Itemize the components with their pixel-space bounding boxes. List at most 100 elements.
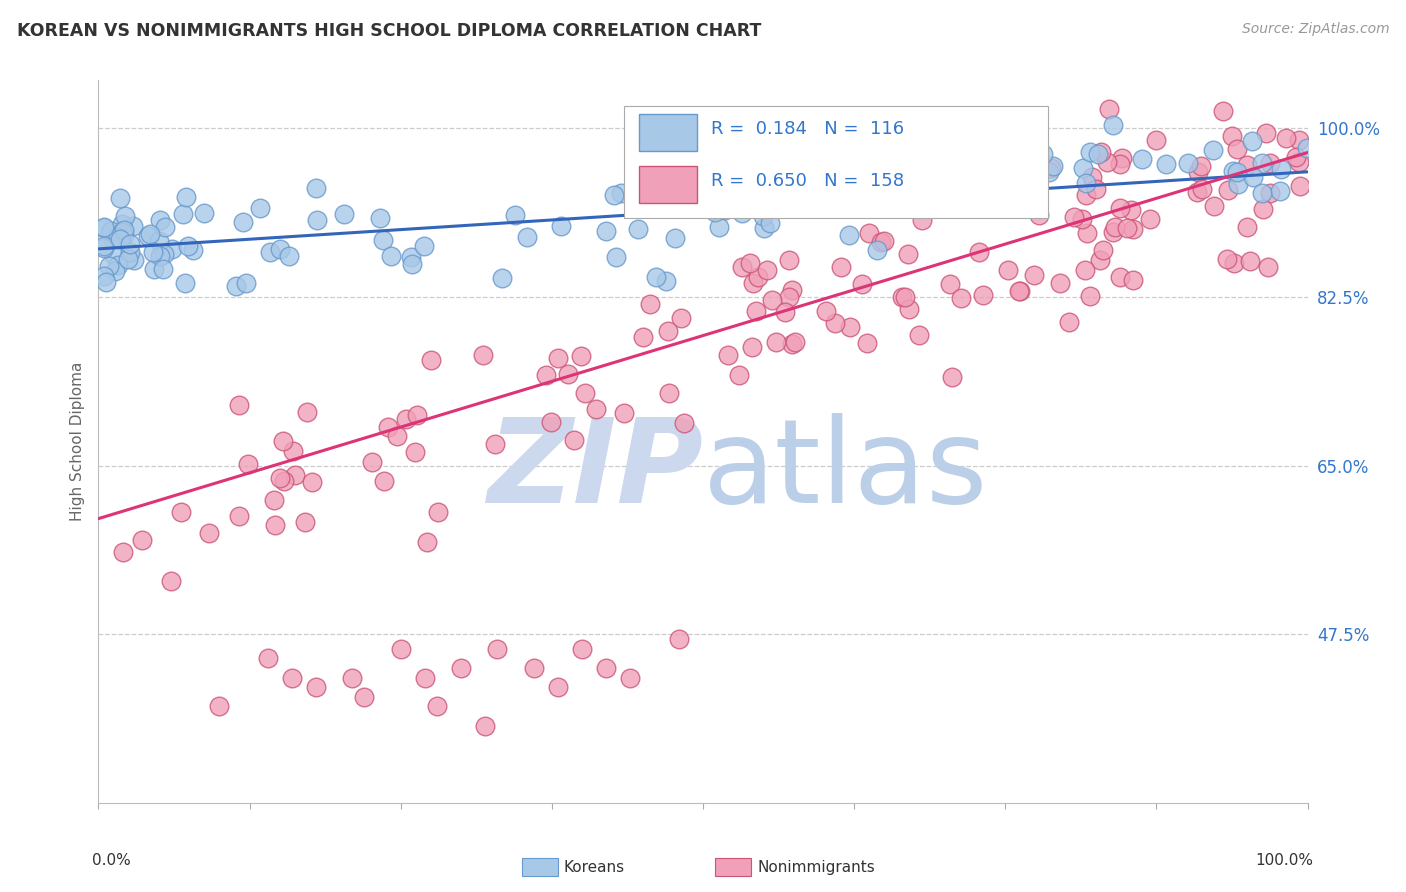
Point bbox=[281, 671, 304, 685]
Point bbox=[377, 419, 399, 434]
Point bbox=[1010, 285, 1032, 299]
Point bbox=[1212, 103, 1234, 118]
Point bbox=[1258, 186, 1281, 201]
Point bbox=[273, 474, 295, 488]
Point bbox=[911, 213, 934, 227]
Point bbox=[103, 248, 125, 262]
Point bbox=[169, 505, 191, 519]
Point bbox=[1090, 252, 1112, 267]
Point bbox=[1288, 178, 1310, 193]
Point bbox=[824, 316, 846, 330]
Point bbox=[474, 719, 496, 733]
Point bbox=[950, 291, 973, 305]
Point bbox=[176, 190, 198, 204]
Point bbox=[571, 641, 593, 656]
Point bbox=[605, 250, 627, 264]
Point bbox=[741, 340, 763, 354]
Point bbox=[1239, 254, 1261, 268]
Point bbox=[484, 437, 506, 451]
Point bbox=[731, 260, 754, 274]
Text: R =  0.184   N =  116: R = 0.184 N = 116 bbox=[711, 120, 904, 137]
Point bbox=[232, 215, 254, 229]
Point bbox=[108, 232, 131, 246]
Point bbox=[1250, 156, 1272, 170]
Point bbox=[751, 209, 773, 223]
Text: 0.0%: 0.0% bbox=[93, 854, 131, 869]
Point bbox=[139, 227, 162, 242]
Point bbox=[373, 233, 395, 247]
Point bbox=[1039, 161, 1062, 175]
Point bbox=[569, 349, 592, 363]
Point bbox=[401, 257, 423, 271]
Point bbox=[273, 434, 295, 449]
Point bbox=[97, 259, 120, 273]
Point bbox=[1057, 315, 1080, 329]
Point bbox=[1226, 165, 1249, 179]
Point bbox=[631, 193, 654, 207]
Point bbox=[297, 405, 319, 419]
Bar bbox=[638, 166, 697, 203]
Bar bbox=[638, 113, 697, 151]
Point bbox=[1288, 154, 1310, 169]
Point bbox=[609, 186, 631, 200]
Point bbox=[972, 288, 994, 302]
Point bbox=[1236, 220, 1258, 235]
Point bbox=[974, 190, 997, 204]
Point bbox=[1097, 155, 1119, 169]
Point bbox=[385, 429, 408, 443]
Point bbox=[1078, 289, 1101, 303]
Point bbox=[1101, 119, 1123, 133]
Point bbox=[120, 244, 142, 259]
Point bbox=[714, 203, 737, 218]
Point bbox=[1241, 134, 1264, 148]
Point bbox=[657, 385, 679, 400]
Point bbox=[613, 406, 636, 420]
Point bbox=[1042, 160, 1064, 174]
Point bbox=[876, 188, 898, 202]
Point bbox=[136, 229, 159, 244]
FancyBboxPatch shape bbox=[624, 105, 1047, 218]
Point bbox=[668, 632, 690, 646]
Point bbox=[333, 207, 356, 221]
Point bbox=[1007, 186, 1029, 201]
Point bbox=[1241, 169, 1264, 184]
Point bbox=[416, 535, 439, 549]
Point bbox=[1275, 130, 1298, 145]
Point bbox=[755, 263, 778, 277]
Point bbox=[631, 330, 654, 344]
Point bbox=[361, 455, 384, 469]
Point bbox=[1090, 145, 1112, 159]
Point bbox=[657, 324, 679, 338]
Point bbox=[1257, 260, 1279, 274]
Point bbox=[471, 348, 494, 362]
Point bbox=[249, 201, 271, 215]
Point bbox=[228, 508, 250, 523]
Point bbox=[815, 304, 838, 318]
Point bbox=[1187, 165, 1209, 179]
Point bbox=[873, 234, 896, 248]
Point bbox=[1285, 150, 1308, 164]
Point bbox=[742, 276, 765, 290]
Text: KOREAN VS NONIMMIGRANTS HIGH SCHOOL DIPLOMA CORRELATION CHART: KOREAN VS NONIMMIGRANTS HIGH SCHOOL DIPL… bbox=[17, 22, 761, 40]
Point bbox=[804, 190, 827, 204]
Point bbox=[540, 415, 562, 429]
Point bbox=[283, 444, 305, 458]
Point bbox=[1189, 159, 1212, 173]
Point bbox=[547, 680, 569, 694]
Point bbox=[595, 661, 617, 675]
Point bbox=[778, 252, 800, 267]
Point bbox=[1223, 256, 1246, 270]
Point bbox=[1081, 170, 1104, 185]
Point bbox=[1104, 219, 1126, 234]
Point bbox=[278, 249, 301, 263]
Point bbox=[1268, 184, 1291, 198]
Point bbox=[1202, 199, 1225, 213]
Point bbox=[1139, 212, 1161, 227]
Point bbox=[673, 416, 696, 430]
Point bbox=[1130, 153, 1153, 167]
Point bbox=[104, 264, 127, 278]
Point bbox=[717, 349, 740, 363]
Point bbox=[595, 224, 617, 238]
Point bbox=[305, 181, 328, 195]
Point bbox=[399, 250, 422, 264]
